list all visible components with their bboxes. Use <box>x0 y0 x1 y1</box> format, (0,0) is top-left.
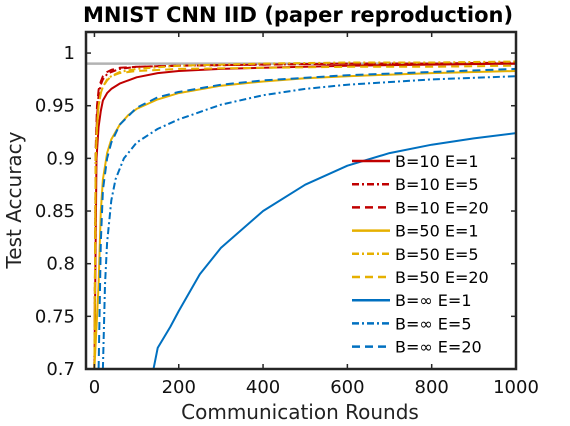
series-line-1 <box>93 62 516 369</box>
plot-area <box>86 32 516 369</box>
legend-label-3: B=10 E=20 <box>395 198 489 217</box>
series-line-6 <box>93 64 516 369</box>
legend-label-6: B=50 E=20 <box>395 268 489 287</box>
series-line-9 <box>97 67 516 369</box>
y-tick-label: 0.7 <box>46 359 75 380</box>
plot-frame <box>84 30 518 371</box>
series-line-5 <box>93 60 516 369</box>
tick-layer: 0 200 400 600 800 1000 0.7 0.75 0.8 0.85 0.9 0.95 1 <box>35 32 539 398</box>
chart-title: MNIST CNN IID (paper reproduction) <box>83 3 513 27</box>
x-tick-label: 800 <box>415 377 449 398</box>
x-axis-label: Communication Rounds <box>181 400 419 424</box>
y-tick-label: 0.85 <box>35 201 75 222</box>
legend-label-4: B=50 E=1 <box>395 222 479 241</box>
legend-label-5: B=50 E=5 <box>395 245 479 264</box>
y-tick-label: 0.95 <box>35 96 75 117</box>
x-tick-label: 200 <box>162 377 196 398</box>
x-tick-label: 0 <box>89 377 100 398</box>
y-tick-label: 1 <box>64 43 75 64</box>
y-tick-label: 0.9 <box>46 148 75 169</box>
series-line-8 <box>101 75 516 369</box>
legend-label-2: B=10 E=5 <box>395 175 479 194</box>
x-tick-label: 1000 <box>493 377 539 398</box>
series-layer <box>86 60 516 369</box>
y-axis-label: Test Accuracy <box>2 131 26 269</box>
legend: B=10 E=1 B=10 E=5 B=10 E=20 B=50 E=1 B=50 E=… <box>352 152 489 357</box>
legend-label-9: B=∞ E=20 <box>395 338 482 357</box>
y-tick-label: 0.8 <box>46 254 75 275</box>
x-tick-label: 400 <box>246 377 280 398</box>
legend-label-1: B=10 E=1 <box>395 152 479 171</box>
series-line-3 <box>93 62 516 369</box>
y-tick-label: 0.75 <box>35 306 75 327</box>
legend-label-7: B=∞ E=1 <box>395 291 472 310</box>
legend-label-8: B=∞ E=5 <box>395 314 472 333</box>
series-line-7 <box>152 132 516 369</box>
x-tick-label: 600 <box>330 377 364 398</box>
